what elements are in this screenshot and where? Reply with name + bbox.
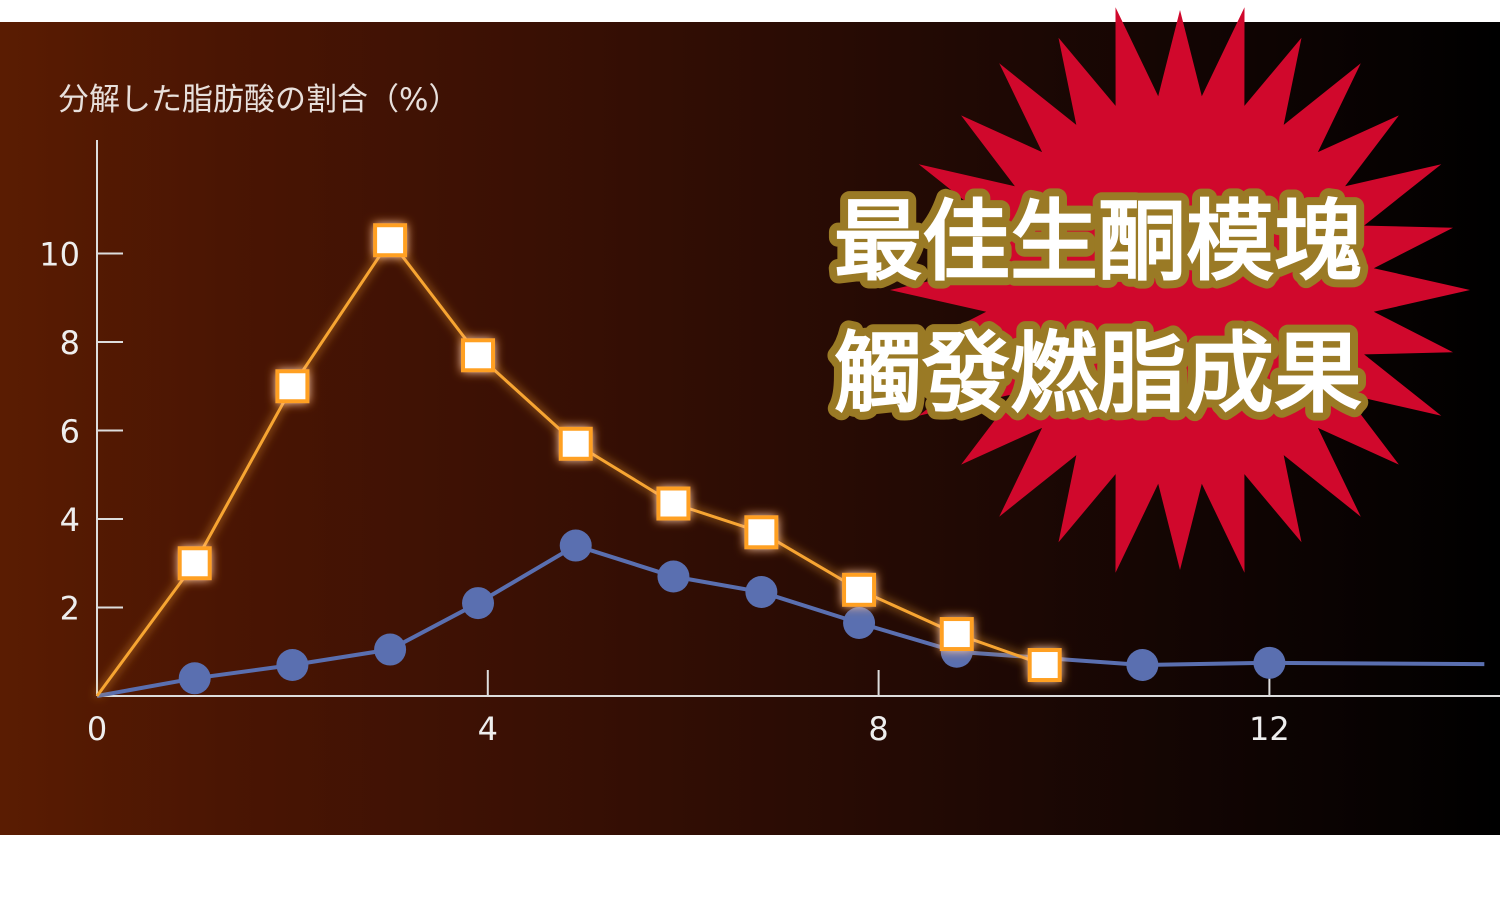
y-tick-label: 4 — [60, 501, 80, 539]
data-point-square — [1027, 648, 1062, 683]
data-point-circle — [178, 662, 211, 695]
x-tick-label: 8 — [868, 710, 888, 748]
series-line-orange — [95, 237, 1046, 697]
data-point-circle — [745, 576, 778, 609]
data-point-square — [744, 515, 779, 550]
data-point-circle — [657, 560, 690, 593]
banner-line-2: 觸發燃脂成果 — [834, 322, 1362, 425]
data-point-circle — [843, 606, 876, 639]
y-axis-label: 分解した脂肪酸の割合（%） — [58, 82, 459, 118]
data-point-square — [461, 338, 496, 373]
x-tick-label: 12 — [1249, 710, 1290, 748]
y-tick-label: 2 — [60, 590, 80, 628]
data-point-circle — [276, 649, 309, 682]
data-point-circle — [462, 587, 495, 620]
data-point-circle — [374, 633, 407, 666]
data-point-circle — [1253, 646, 1286, 679]
data-point-square — [842, 572, 877, 607]
x-tick-label: 0 — [87, 710, 107, 748]
data-point-square — [656, 486, 691, 521]
banner-line-1: 最佳生酮模塊 — [834, 190, 1362, 293]
data-point-square — [373, 223, 408, 258]
data-point-circle — [1126, 649, 1159, 682]
data-point-square — [558, 426, 593, 461]
data-point-square — [177, 546, 212, 581]
y-tick-label: 6 — [60, 413, 80, 451]
y-tick-label: 10 — [39, 236, 80, 274]
data-point-square — [939, 617, 974, 652]
starburst-badge — [890, 7, 1470, 573]
data-point-circle — [559, 529, 592, 562]
x-tick-label: 4 — [478, 710, 498, 748]
y-tick-label: 8 — [60, 324, 80, 362]
data-point-square — [275, 369, 310, 404]
